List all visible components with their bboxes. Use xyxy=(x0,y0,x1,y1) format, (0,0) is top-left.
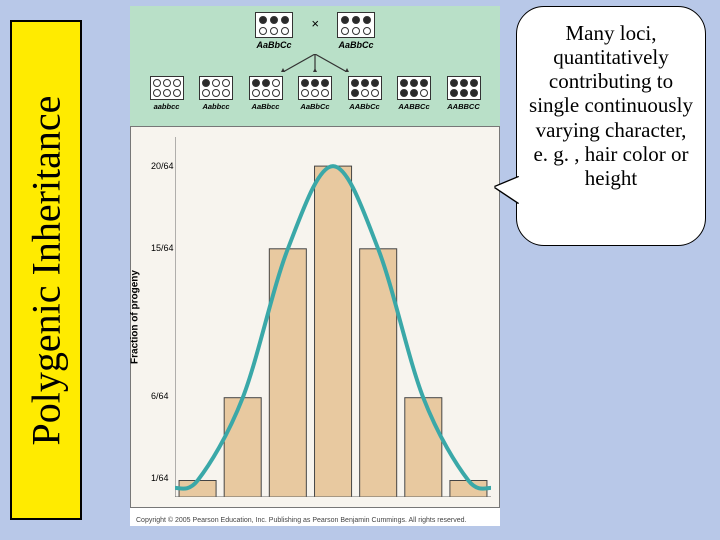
offspring-genotype: AaBbCc xyxy=(298,76,332,111)
offspring-genotype: AABBCc xyxy=(397,76,431,111)
parent-genotype: AaBbCc xyxy=(337,12,375,50)
figure-panel: AaBbCcAaBbCc × aabbccAabbccAaBbccAaBbCcA… xyxy=(130,6,500,526)
title-box: Polygenic Inheritance xyxy=(10,20,82,520)
parent-genotype: AaBbCc xyxy=(255,12,293,50)
plot-area xyxy=(175,137,491,497)
offspring-genotype: aabbcc xyxy=(150,76,184,111)
fork-lines xyxy=(275,54,355,72)
y-tick-label: 1/64 xyxy=(151,473,169,483)
offspring-genotype: AABBCC xyxy=(447,76,481,111)
offspring-genotype: AABbCc xyxy=(348,76,382,111)
callout-tail xyxy=(495,177,519,203)
y-tick-label: 20/64 xyxy=(151,161,174,171)
distribution-chart: Fraction of progeny 20/64 15/64 6/64 1/64 xyxy=(130,126,500,508)
y-axis-label: Fraction of progeny xyxy=(130,270,141,364)
offspring-genotype: Aabbcc xyxy=(199,76,233,111)
copyright-text: Copyright © 2005 Pearson Education, Inc.… xyxy=(136,517,466,524)
y-tick-label: 15/64 xyxy=(151,243,174,253)
page-title: Polygenic Inheritance xyxy=(23,95,70,445)
callout-text: Many loci, quantitatively contributing t… xyxy=(529,21,693,190)
callout-bubble: Many loci, quantitatively contributing t… xyxy=(516,6,706,246)
offspring-genotype: AaBbcc xyxy=(249,76,283,111)
offspring-row: aabbcc Aabbcc AaBbcc AaBbCc AABbCc AABBCc AABB… xyxy=(130,76,500,111)
cross-symbol: × xyxy=(311,16,319,31)
y-tick-label: 6/64 xyxy=(151,391,169,401)
